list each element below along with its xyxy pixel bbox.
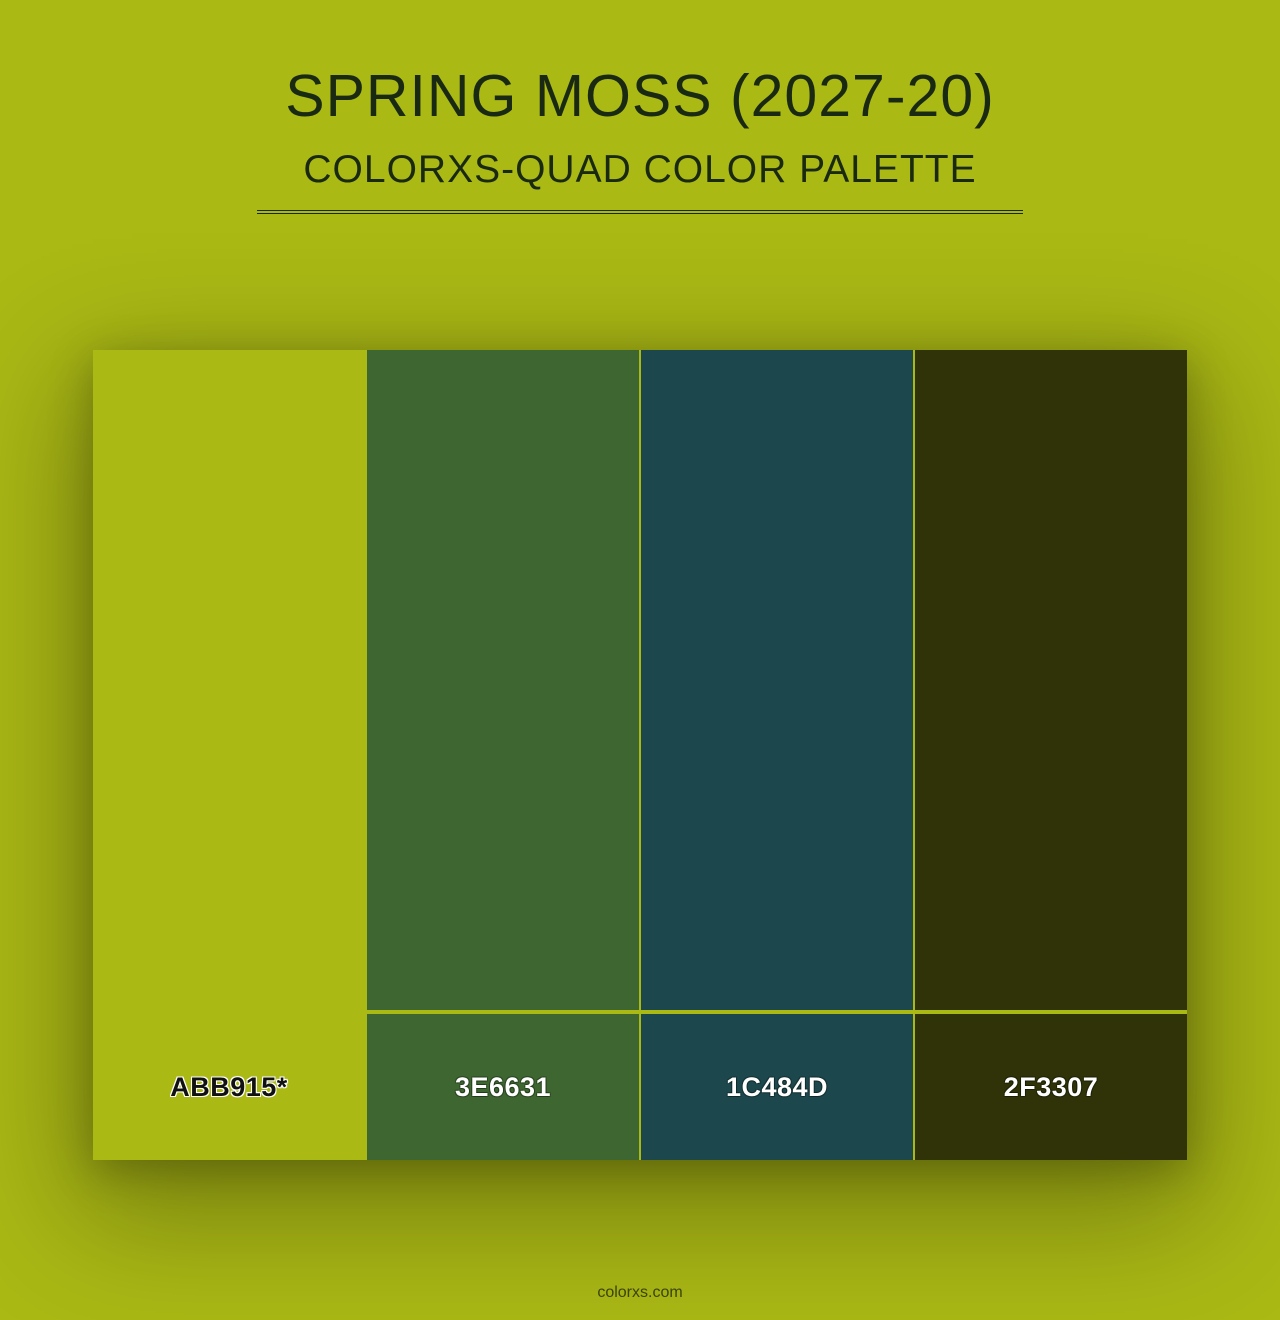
swatch-column: ABB915* xyxy=(93,350,365,1160)
palette-grid: ABB915* 3E6631 1C484D 2F3307 xyxy=(93,350,1187,1160)
swatch-hex-label: 2F3307 xyxy=(1004,1072,1099,1103)
divider-line xyxy=(257,210,1023,214)
swatch-top xyxy=(915,350,1187,1010)
swatch-hex-label: ABB915* xyxy=(170,1072,288,1103)
swatch-column: 3E6631 xyxy=(367,350,639,1160)
palette-subtitle: COLORXS-QUAD COLOR PALETTE xyxy=(303,148,976,192)
swatch-column: 1C484D xyxy=(641,350,913,1160)
palette-title: SPRING MOSS (2027-20) xyxy=(285,62,995,130)
swatch-top xyxy=(641,350,913,1010)
footer-credit: colorxs.com xyxy=(0,1284,1280,1302)
swatch-top xyxy=(93,350,365,1010)
divider-wrap xyxy=(257,210,1023,214)
swatch-label-band: 2F3307 xyxy=(915,1014,1187,1160)
swatch-hex-label: 1C484D xyxy=(726,1072,828,1103)
swatch-label-band: 1C484D xyxy=(641,1014,913,1160)
swatch-column: 2F3307 xyxy=(915,350,1187,1160)
swatch-top xyxy=(367,350,639,1010)
main-container: SPRING MOSS (2027-20) COLORXS-QUAD COLOR… xyxy=(0,0,1280,1320)
swatch-label-band: 3E6631 xyxy=(367,1014,639,1160)
swatch-hex-label: 3E6631 xyxy=(455,1072,551,1103)
swatch-label-band: ABB915* xyxy=(93,1014,365,1160)
